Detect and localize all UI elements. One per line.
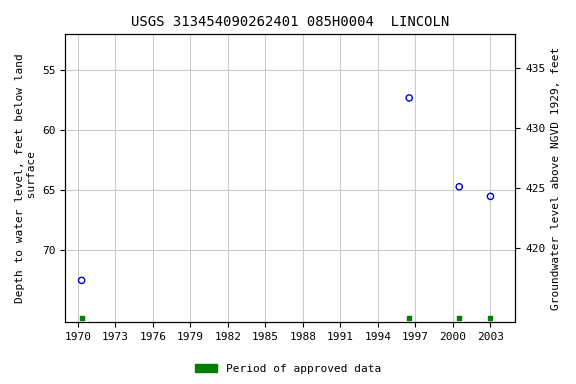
Point [77,314,86,321]
Legend: Period of approved data: Period of approved data [191,359,385,379]
Point [404,95,414,101]
Point [404,314,414,321]
Point [454,184,464,190]
Point [486,314,495,321]
Point [77,277,86,283]
Point [454,314,464,321]
Y-axis label: Depth to water level, feet below land
 surface: Depth to water level, feet below land su… [15,53,37,303]
Y-axis label: Groundwater level above NGVD 1929, feet: Groundwater level above NGVD 1929, feet [551,47,561,310]
Title: USGS 313454090262401 085H0004  LINCOLN: USGS 313454090262401 085H0004 LINCOLN [131,15,449,29]
Point [486,193,495,199]
